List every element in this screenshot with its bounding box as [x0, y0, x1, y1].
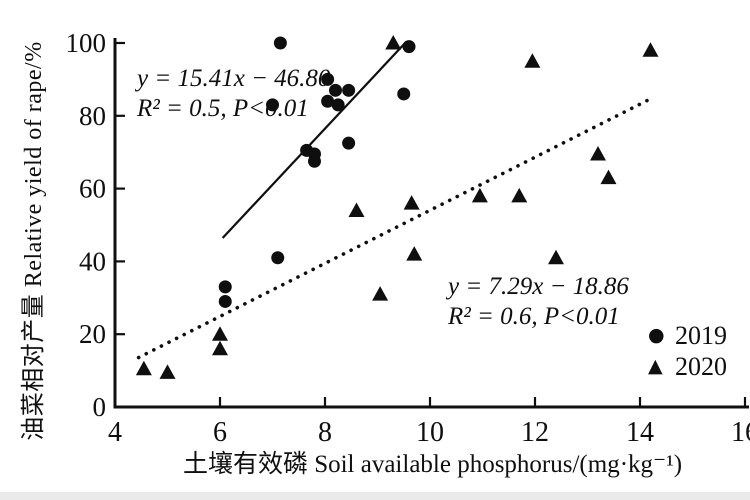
data-point-2020	[406, 246, 423, 261]
page-bottom-strip	[0, 492, 750, 500]
data-point-2020	[385, 35, 402, 50]
data-point-2019	[329, 83, 342, 97]
y-tick-label: 0	[93, 392, 107, 422]
data-point-2019	[321, 72, 335, 86]
x-tick-label: 10	[416, 417, 444, 448]
data-point-2020	[511, 187, 528, 203]
data-point-2019	[271, 251, 285, 265]
data-point-2019	[331, 98, 345, 112]
legend-label-2019: 2019	[675, 321, 727, 350]
data-point-2019	[308, 154, 321, 168]
y-tick-label: 40	[79, 246, 106, 276]
legend-item-2019: ● 2019	[648, 320, 727, 351]
data-point-2020	[600, 169, 617, 185]
data-point-2019	[342, 136, 356, 150]
y-tick-label: 80	[79, 101, 106, 131]
triangle-marker-icon: ▲	[648, 355, 663, 377]
regression-r2-2020: R² = 0.6, P<0.01	[448, 303, 620, 330]
data-point-2019	[218, 280, 232, 294]
x-tick-label: 4	[108, 417, 122, 448]
data-point-2020	[135, 360, 152, 376]
x-tick-label: 14	[626, 417, 654, 448]
data-point-2019	[321, 94, 335, 108]
legend: ● 2019 ▲ 2020	[648, 320, 727, 382]
regression-annotation-2019: y = 15.41x − 46.80 R² = 0.5, P<0.01	[137, 64, 330, 124]
fit-line-2019	[221, 40, 408, 239]
legend-item-2020: ▲ 2020	[648, 351, 727, 382]
data-point-2020	[403, 195, 420, 210]
data-point-2019	[402, 40, 416, 54]
data-point-2020	[471, 187, 488, 203]
regression-equation-2019: y = 15.41x − 46.80	[137, 65, 331, 92]
data-point-2020	[212, 326, 228, 341]
data-point-2019	[218, 294, 232, 308]
x-tick-label: 12	[521, 417, 549, 448]
data-point-2020	[159, 364, 176, 379]
data-point-2020	[348, 202, 365, 217]
y-tick-label: 60	[79, 174, 106, 204]
y-tick-label: 20	[79, 319, 106, 349]
y-tick-label: 100	[66, 28, 107, 58]
data-point-2020	[642, 42, 659, 57]
regression-annotation-2020: y = 7.29x − 18.86 R² = 0.6, P<0.01	[448, 272, 629, 332]
circle-marker-icon: ●	[648, 324, 665, 346]
data-point-2020	[590, 146, 606, 161]
legend-label-2020: 2020	[675, 352, 727, 381]
y-axis-title: 油菜相对产量 Relative yield of rape/%	[21, 41, 47, 441]
data-point-2019	[266, 98, 279, 112]
data-point-2020	[372, 286, 389, 301]
x-axis-title: 土壤有效磷 Soil available phosphorus/(mg·kg⁻¹…	[182, 451, 683, 478]
x-tick-label: 8	[318, 417, 332, 448]
data-point-2019	[342, 83, 356, 97]
data-point-2020	[548, 249, 564, 265]
data-point-2019	[397, 87, 411, 101]
data-point-2019	[273, 36, 287, 50]
x-tick-label: 6	[213, 417, 227, 448]
data-point-2020	[212, 340, 228, 356]
data-point-2020	[524, 53, 541, 68]
x-tick-label: 16	[731, 417, 750, 448]
regression-equation-2020: y = 7.29x − 18.86	[448, 273, 629, 300]
regression-r2-2019: R² = 0.5, P<0.01	[137, 95, 309, 122]
